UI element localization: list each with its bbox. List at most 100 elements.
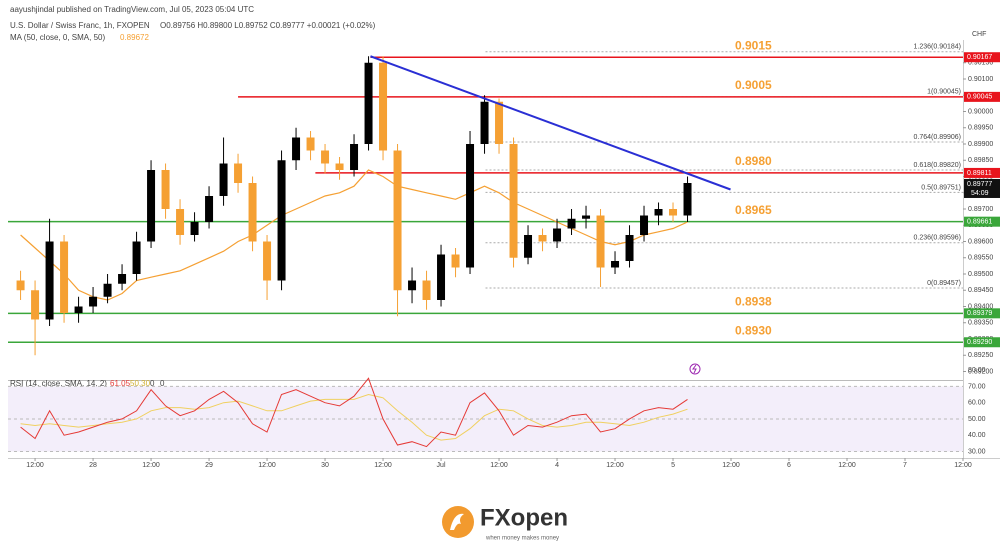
x-tick-label: 7 [903,462,907,469]
symbol: U.S. Dollar / Swiss Franc, 1h, FXOPEN [10,21,150,30]
level-axis-label: 0.89290 [967,339,992,346]
x-tick-label: 12:00 [374,462,392,469]
rsi-line [20,377,688,448]
fib-label: 0.764(0.89906) [914,134,961,141]
alert-icon[interactable] [689,363,701,375]
level-axis-box [964,216,1000,227]
rsi-ma-value: 50.30 [130,379,151,388]
candle-body [248,183,257,242]
candle-body [103,283,112,297]
candle-body [379,62,388,151]
x-tick-label: 12:00 [258,462,276,469]
currency: CHF [972,31,986,38]
candle-body [89,296,98,307]
x-tick-label: 12:00 [838,462,856,469]
candle-body [654,209,663,216]
fib-label: 0.236(0.89596) [914,235,961,242]
candle-body [582,215,591,219]
y-tick-label: 0.90000 [968,108,993,115]
y-tick-label: 0.89250 [968,352,993,359]
ma-line [20,169,688,301]
level-axis-box [964,91,1000,102]
y-tick-label: 0.89550 [968,255,993,262]
candle-body [683,183,692,216]
candle-body [306,137,315,151]
publisher: aayushjindal published on TradingView.co… [10,5,254,14]
candle-body [538,235,547,242]
candle-body [132,241,141,274]
x-tick-label: 12:00 [26,462,44,469]
level-label: 0.9005 [735,78,772,92]
tagline: when money makes money [485,536,559,542]
y-tick-label: 0.89450 [968,287,993,294]
last-price-label: 0.89777 [967,181,992,188]
candle-body [524,235,533,258]
x-tick-label: 28 [89,462,97,469]
level-axis-box [964,167,1000,178]
rsi-tick-label: 70.00 [968,383,986,390]
ma-legend: MA (50, close, 0, SMA, 50) [10,33,105,42]
x-tick-label: Jul [437,462,446,469]
candle-body [669,209,678,216]
ma-value: 0.89672 [120,33,149,42]
level-axis-box [964,337,1000,348]
y-tick-label: 0.89600 [968,238,993,245]
candle-body [147,170,156,242]
candle-body [350,144,359,170]
candle-body [292,137,301,161]
logo-emblem-mark [450,513,464,530]
level-axis-label: 0.90167 [967,54,992,61]
fib-label: 1.236(0.90184) [914,44,961,51]
x-tick-label: 4 [555,462,559,469]
candle-body [422,280,431,300]
rsi-ma-line [20,393,688,441]
rsi-tick-label: 80.00 [968,367,986,374]
rsi-extra: 0 [160,379,165,388]
candle-body [234,163,243,183]
fib-label: 0(0.89457) [927,280,961,287]
y-tick-label: 0.89500 [968,271,993,278]
candle-body [495,101,504,144]
level-label: 0.9015 [735,38,772,52]
level-label: 0.8938 [735,294,772,308]
candle-body [161,170,170,209]
level-axis-label: 0.89661 [967,219,992,226]
y-tick-label: 0.90100 [968,76,993,83]
y-tick-label: 0.89900 [968,141,993,148]
fib-label: 1(0.90045) [927,89,961,96]
y-tick-label: 0.89700 [968,206,993,213]
candle-body [596,215,605,268]
x-tick-label: 12:00 [954,462,972,469]
candle-body [466,144,475,268]
candle-body [60,241,69,313]
rsi-tick-label: 60.00 [968,400,986,407]
candle-body [567,218,576,229]
rsi-tick-label: 40.00 [968,432,986,439]
fib-label: 0.618(0.89820) [914,162,961,169]
rsi-tick-label: 30.00 [968,448,986,455]
candle-body [625,235,634,261]
candle-body [45,241,54,320]
x-tick-label: 12:00 [606,462,624,469]
candle-body [31,290,40,320]
alert-icon-bolt [692,364,697,374]
candle-body [393,150,402,291]
trendline [370,55,731,191]
x-tick-label: 29 [205,462,213,469]
x-tick-label: 30 [321,462,329,469]
candle-body [219,163,228,196]
candle-body [480,101,489,144]
candle-body [335,163,344,170]
rsi-extra: 0 [150,379,155,388]
candle-body [205,196,214,222]
level-axis-label: 0.89811 [967,170,992,177]
level-axis-box [964,52,1000,63]
x-tick-label: 12:00 [490,462,508,469]
candle-body [611,261,620,268]
candle-body [321,150,330,164]
level-label: 0.8980 [735,154,772,168]
candle-body [509,144,518,258]
fib-label: 0.5(0.89751) [921,184,961,191]
